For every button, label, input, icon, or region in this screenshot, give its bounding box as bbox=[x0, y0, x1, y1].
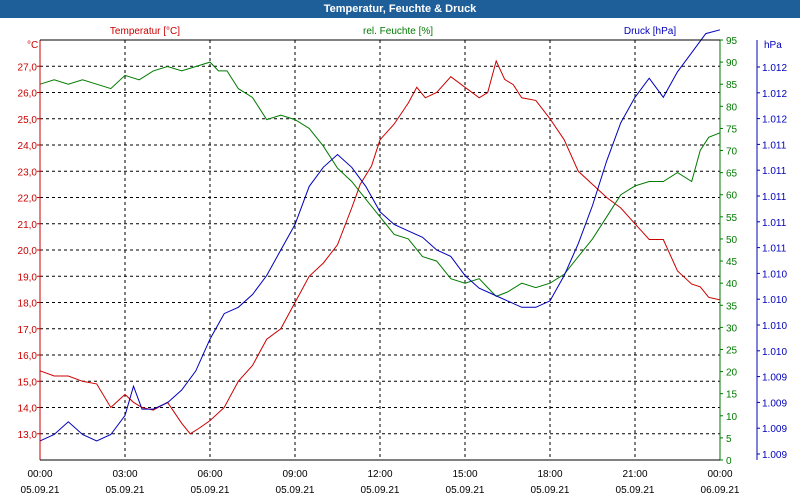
pressure-tick-label: 1.010 bbox=[762, 347, 787, 358]
temperature-unit-label: °C bbox=[27, 40, 38, 51]
pressure-tick-label: 1.011 bbox=[762, 244, 787, 255]
humidity-tick-label: 25 bbox=[726, 345, 738, 356]
x-tick-date: 05.09.21 bbox=[531, 485, 570, 496]
x-tick-date: 05.09.21 bbox=[616, 485, 655, 496]
pressure-tick-label: 1.012 bbox=[762, 115, 787, 126]
pressure-tick-label: 1.010 bbox=[762, 269, 787, 280]
temperature-tick-label: 27,0 bbox=[18, 62, 38, 73]
temperature-tick-label: 23,0 bbox=[18, 167, 38, 178]
pressure-tick-label: 1.009 bbox=[762, 398, 787, 409]
x-tick-time: 00:00 bbox=[707, 469, 732, 480]
humidity-tick-label: 20 bbox=[726, 368, 738, 379]
pressure-tick-label: 1.011 bbox=[762, 192, 787, 203]
x-tick-date: 05.09.21 bbox=[361, 485, 400, 496]
pressure-tick-label: 1.010 bbox=[762, 295, 787, 306]
x-tick-time: 00:00 bbox=[27, 469, 52, 480]
x-tick-date: 05.09.21 bbox=[446, 485, 485, 496]
x-tick-time: 15:00 bbox=[452, 469, 477, 480]
temperature-tick-label: 21,0 bbox=[18, 220, 38, 231]
x-tick-date: 06.09.21 bbox=[701, 485, 740, 496]
temperature-tick-label: 14,0 bbox=[18, 404, 38, 415]
humidity-tick-label: 85 bbox=[726, 80, 738, 91]
pressure-tick-label: 1.011 bbox=[762, 140, 787, 151]
pressure-tick-label: 1.011 bbox=[762, 166, 787, 177]
temperature-tick-label: 18,0 bbox=[18, 299, 38, 310]
pressure-tick-label: 1.009 bbox=[762, 373, 787, 384]
temperature-tick-label: 16,0 bbox=[18, 351, 38, 362]
temperature-axis-title: Temperatur [°C] bbox=[110, 26, 180, 37]
pressure-tick-label: 1.011 bbox=[762, 218, 787, 229]
x-tick-time: 21:00 bbox=[622, 469, 647, 480]
humidity-tick-label: 95 bbox=[726, 36, 738, 47]
pressure-series-line bbox=[39, 29, 721, 442]
pressure-axis-title: Druck [hPa] bbox=[624, 26, 676, 37]
temperature-tick-label: 13,0 bbox=[18, 430, 38, 441]
humidity-tick-label: 80 bbox=[726, 102, 738, 113]
x-tick-date: 05.09.21 bbox=[191, 485, 230, 496]
temperature-tick-label: 17,0 bbox=[18, 325, 38, 336]
pressure-tick-label: 1.012 bbox=[762, 63, 787, 74]
pressure-tick-label: 1.012 bbox=[762, 89, 787, 100]
humidity-tick-label: 45 bbox=[726, 257, 738, 268]
x-tick-time: 03:00 bbox=[112, 469, 137, 480]
temperature-tick-label: 22,0 bbox=[18, 194, 38, 205]
pressure-tick-label: 1.010 bbox=[762, 321, 787, 332]
axis-labels: 13,0 14,0 15,0 16,0 17,0 18,0 19,0 20,0 21,0 22,0… bbox=[18, 26, 788, 496]
humidity-tick-label: 55 bbox=[726, 213, 738, 224]
humidity-tick-label: 30 bbox=[726, 323, 738, 334]
x-tick-time: 09:00 bbox=[282, 469, 307, 480]
humidity-tick-label: 70 bbox=[726, 147, 738, 158]
temperature-tick-label: 15,0 bbox=[18, 377, 38, 388]
humidity-tick-label: 65 bbox=[726, 169, 738, 180]
humidity-tick-label: 10 bbox=[726, 412, 738, 423]
x-tick-date: 05.09.21 bbox=[21, 485, 60, 496]
temperature-tick-label: 20,0 bbox=[18, 246, 38, 257]
series-lines bbox=[39, 29, 721, 442]
x-tick-date: 05.09.21 bbox=[276, 485, 315, 496]
x-tick-time: 06:00 bbox=[197, 469, 222, 480]
humidity-series-line bbox=[39, 61, 721, 297]
humidity-axis-title: rel. Feuchte [%] bbox=[363, 26, 433, 37]
pressure-unit-label: hPa bbox=[764, 40, 782, 51]
humidity-tick-label: 40 bbox=[726, 279, 738, 290]
grid bbox=[40, 40, 720, 460]
humidity-tick-label: 50 bbox=[726, 235, 738, 246]
axes bbox=[37, 39, 760, 461]
temperature-tick-label: 19,0 bbox=[18, 272, 38, 283]
pressure-tick-label: 1.009 bbox=[762, 424, 787, 435]
humidity-tick-label: 35 bbox=[726, 301, 738, 312]
temperature-tick-label: 25,0 bbox=[18, 115, 38, 126]
humidity-tick-label: 5 bbox=[726, 434, 732, 445]
x-tick-time: 12:00 bbox=[367, 469, 392, 480]
window-title: Temperatur, Feuchte & Druck bbox=[0, 0, 800, 18]
pressure-tick-label: 1.009 bbox=[762, 450, 787, 461]
humidity-tick-label: 90 bbox=[726, 58, 738, 69]
x-tick-date: 05.09.21 bbox=[106, 485, 145, 496]
temperature-series-line bbox=[39, 59, 721, 435]
temperature-tick-label: 26,0 bbox=[18, 89, 38, 100]
x-tick-time: 18:00 bbox=[537, 469, 562, 480]
humidity-tick-label: 0 bbox=[726, 456, 732, 467]
temperature-tick-label: 24,0 bbox=[18, 141, 38, 152]
humidity-tick-label: 75 bbox=[726, 124, 738, 135]
humidity-tick-label: 60 bbox=[726, 191, 738, 202]
humidity-tick-label: 15 bbox=[726, 390, 738, 401]
